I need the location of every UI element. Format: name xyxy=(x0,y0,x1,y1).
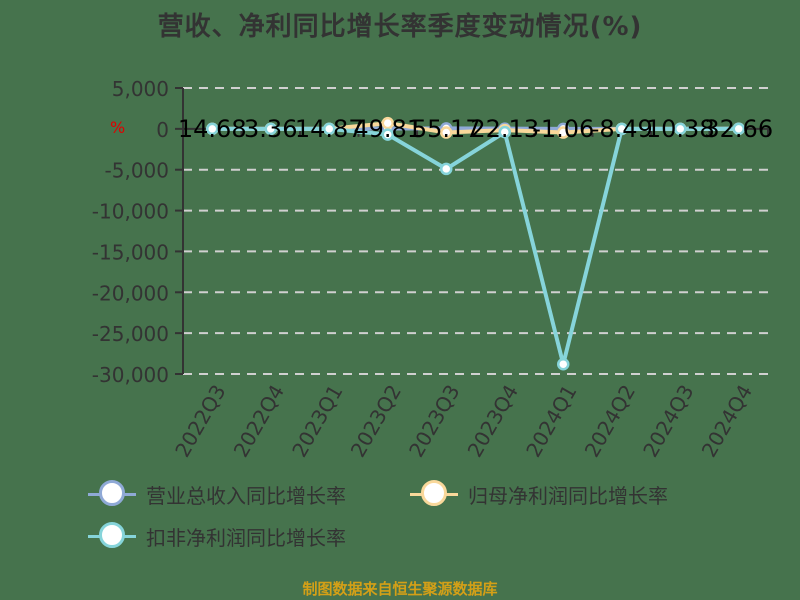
data-label: 49.81 xyxy=(353,115,422,143)
data-label: 3.36 xyxy=(244,115,297,143)
x-tick-label: 2024Q4 xyxy=(697,381,757,462)
grid-lines xyxy=(183,87,768,375)
x-tick-label: 2024Q1 xyxy=(521,381,581,462)
y-tick-label: -30,000 xyxy=(92,363,169,387)
data-labels: 14.683.3614.8749.8155.1722.13-1.06-8.491… xyxy=(178,115,773,143)
legend-item-deducted-profit[interactable]: 扣非净利润同比增长率 xyxy=(88,520,346,552)
x-tick-label: 2024Q3 xyxy=(638,381,698,462)
y-tick-label: -10,000 xyxy=(92,200,169,224)
x-tick-label: 2022Q4 xyxy=(229,381,289,462)
data-label: 10.38 xyxy=(646,115,715,143)
data-point[interactable] xyxy=(323,122,336,136)
y-tick-label: -5,000 xyxy=(105,159,169,183)
x-tick-label: 2023Q3 xyxy=(404,381,464,462)
data-point[interactable] xyxy=(674,122,687,136)
data-point[interactable] xyxy=(557,126,570,139)
legend-label: 扣非净利润同比增长率 xyxy=(146,525,346,550)
data-point[interactable] xyxy=(381,116,394,130)
y-tick-label: 5,000 xyxy=(112,77,169,101)
percent-unit-icon: % xyxy=(110,118,126,137)
y-tick-label: -20,000 xyxy=(92,281,169,305)
data-point[interactable] xyxy=(381,128,394,141)
data-point[interactable] xyxy=(440,126,453,139)
data-label: 22.13 xyxy=(470,115,539,143)
data-point[interactable] xyxy=(615,122,628,136)
legend-marker-icon xyxy=(88,478,136,510)
data-label: -1.06 xyxy=(532,115,594,143)
source-footer: 制图数据来自恒生聚源数据库 xyxy=(302,580,498,598)
y-tick-label: -15,000 xyxy=(92,240,169,264)
x-axis: 2022Q32022Q42023Q12023Q22023Q32023Q42024… xyxy=(170,127,769,462)
data-point[interactable] xyxy=(264,122,277,136)
data-label: 14.68 xyxy=(178,115,247,143)
x-tick-label: 2023Q1 xyxy=(287,381,347,462)
y-tick-label: 0 xyxy=(156,118,169,142)
x-tick-label: 2022Q3 xyxy=(170,381,230,462)
x-tick-label: 2023Q4 xyxy=(463,381,523,462)
legend-label: 营业总收入同比增长率 xyxy=(146,483,346,508)
y-tick-label: -25,000 xyxy=(92,322,169,346)
legend-label: 归母净利润同比增长率 xyxy=(468,483,668,508)
series-lines xyxy=(206,116,745,371)
data-point[interactable] xyxy=(732,122,745,136)
legend-marker-icon xyxy=(88,520,136,552)
data-point[interactable] xyxy=(498,125,511,139)
data-label: 55.17 xyxy=(412,115,481,143)
data-point[interactable] xyxy=(557,357,570,371)
data-label: 14.87 xyxy=(295,115,364,143)
legend-item-revenue[interactable]: 营业总收入同比增长率 xyxy=(88,478,346,510)
legend-item-net-profit[interactable]: 归母净利润同比增长率 xyxy=(410,478,668,510)
chart-title: 营收、净利同比增长率季度变动情况(%) xyxy=(157,12,643,42)
y-axis: 5,000 0 -5,000 -10,000 -15,000 -20,000 -25,000… xyxy=(92,77,184,387)
data-point[interactable] xyxy=(206,122,219,136)
x-tick-label: 2023Q2 xyxy=(346,381,406,462)
series-line xyxy=(212,126,739,367)
legend-marker-icon xyxy=(410,478,458,510)
x-tick-label: 2024Q2 xyxy=(580,381,640,462)
data-label: 32.66 xyxy=(704,115,773,143)
data-point[interactable] xyxy=(440,162,453,176)
data-label: -8.49 xyxy=(591,115,653,143)
